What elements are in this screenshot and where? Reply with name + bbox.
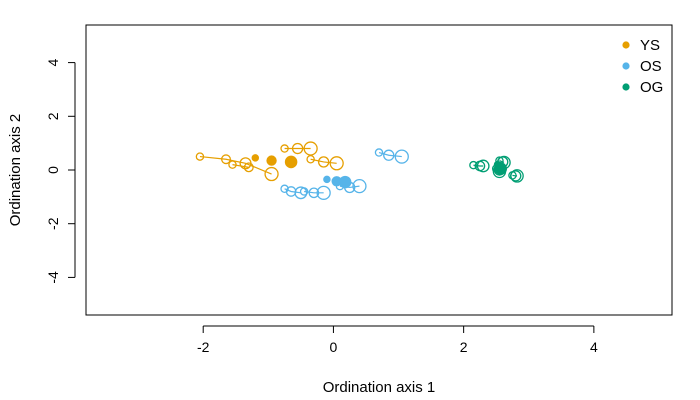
open-point <box>352 178 367 194</box>
legend-label-os: OS <box>640 58 662 75</box>
open-point <box>221 154 231 165</box>
y-tick-label: -4 <box>45 271 61 284</box>
legend: YS OS OG <box>622 37 663 96</box>
x-tick-label: 2 <box>460 339 468 355</box>
open-point <box>394 149 409 164</box>
trajectory-line <box>310 158 337 164</box>
open-point <box>228 160 237 169</box>
plot-box <box>85 24 673 316</box>
open-point <box>383 149 395 161</box>
y-tick-label: 4 <box>45 58 61 66</box>
open-point <box>280 184 289 194</box>
open-point <box>280 144 289 153</box>
filled-point <box>494 162 508 175</box>
open-point <box>299 187 309 196</box>
open-point <box>476 159 490 173</box>
series-ys <box>195 141 344 182</box>
open-point <box>291 142 304 155</box>
series-os <box>280 148 409 200</box>
filled-point <box>284 155 298 169</box>
x-axis: -2 0 2 4 <box>197 325 598 355</box>
legend-marker-ys <box>622 41 630 49</box>
x-tick-label: -2 <box>197 339 210 355</box>
series-og <box>469 155 524 183</box>
filled-point <box>251 154 260 162</box>
open-point <box>510 169 524 183</box>
open-point <box>264 166 279 182</box>
open-point <box>303 141 318 156</box>
open-point <box>329 156 344 171</box>
y-tick-label: -2 <box>45 217 61 230</box>
y-axis: -4 -2 0 2 4 <box>45 58 76 284</box>
open-point <box>294 186 308 200</box>
series-layer <box>195 141 524 200</box>
y-tick-label: 0 <box>45 166 61 174</box>
open-point <box>243 162 254 173</box>
x-tick-label: 4 <box>590 339 598 355</box>
x-axis-label: Ordination axis 1 <box>323 379 436 396</box>
trajectory-line <box>232 164 249 168</box>
filled-point <box>338 175 352 189</box>
y-tick-label: 2 <box>45 112 61 120</box>
legend-label-ys: YS <box>640 37 660 54</box>
open-point <box>317 156 330 168</box>
open-point <box>308 187 320 199</box>
y-axis-label: Ordination axis 2 <box>7 114 24 227</box>
x-tick-label: 0 <box>330 339 338 355</box>
trajectory-line <box>199 155 272 175</box>
open-point <box>316 185 331 200</box>
open-point <box>306 155 315 164</box>
filled-point <box>266 155 277 166</box>
open-point <box>285 186 297 197</box>
open-point <box>374 148 384 157</box>
legend-marker-os <box>622 62 630 70</box>
legend-marker-og <box>622 83 630 91</box>
legend-label-og: OG <box>640 79 663 96</box>
open-point <box>195 152 205 161</box>
filled-point <box>323 175 331 184</box>
